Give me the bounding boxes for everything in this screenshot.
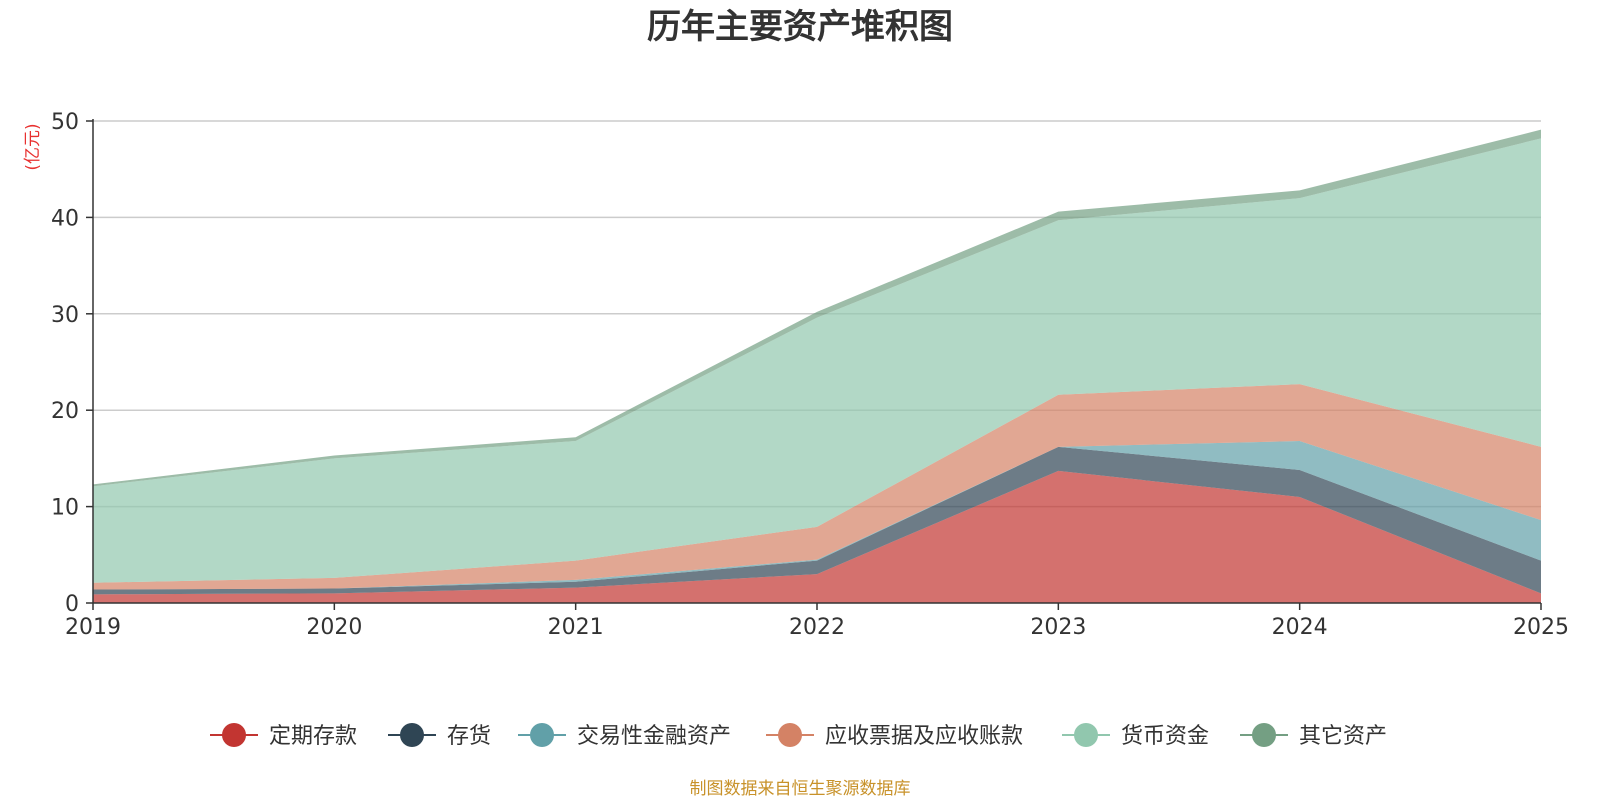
x-tick-label: 2023 — [1030, 615, 1086, 640]
legend-label: 应收票据及应收账款 — [825, 724, 1023, 749]
area-series-1[interactable] — [93, 446, 1541, 595]
source-note: 制图数据来自恒生聚源数据库 — [690, 779, 911, 799]
axes: 0 10 20 30 40 50 2019 2020 2021 2022 2023 2024 2025 — [51, 110, 1569, 640]
y-tick-label: 0 — [65, 592, 79, 617]
area-series-0[interactable] — [93, 470, 1541, 603]
x-tick-label: 2025 — [1513, 615, 1569, 640]
legend-label: 交易性金融资产 — [577, 724, 731, 749]
legend-label: 货币资金 — [1121, 724, 1209, 749]
legend-marker — [222, 723, 246, 747]
x-tick-label: 2021 — [548, 615, 604, 640]
legend-label: 定期存款 — [269, 724, 357, 749]
area-series-group — [93, 129, 1541, 603]
legend[interactable]: 定期存款 存货 交易性金融资产 应收票据及应收账款 货币资金 其它资产 — [210, 723, 1387, 749]
legend-marker — [778, 723, 802, 747]
x-tick-label: 2020 — [306, 615, 362, 640]
legend-item-5[interactable]: 其它资产 — [1240, 723, 1387, 749]
legend-marker — [1074, 723, 1098, 747]
legend-item-1[interactable]: 存货 — [388, 723, 491, 749]
legend-item-4[interactable]: 货币资金 — [1062, 723, 1209, 749]
y-axis-unit-label: (亿元) — [23, 123, 43, 170]
area-series-3[interactable] — [93, 384, 1541, 590]
legend-marker — [400, 723, 424, 747]
area-series-2[interactable] — [93, 441, 1541, 590]
legend-marker — [1252, 723, 1276, 747]
legend-item-3[interactable]: 应收票据及应收账款 — [766, 723, 1023, 749]
y-tick-label: 50 — [51, 110, 79, 135]
y-tick-label: 10 — [51, 496, 79, 521]
y-tick-label: 40 — [51, 206, 79, 231]
legend-label: 其它资产 — [1299, 724, 1387, 749]
y-tick-label: 20 — [51, 399, 79, 424]
x-tick-label: 2022 — [789, 615, 845, 640]
y-tick-label: 30 — [51, 303, 79, 328]
legend-marker — [530, 723, 554, 747]
area-series-4[interactable] — [93, 138, 1541, 583]
legend-label: 存货 — [447, 724, 491, 749]
chart-title: 历年主要资产堆积图 — [647, 7, 953, 47]
legend-item-2[interactable]: 交易性金融资产 — [518, 723, 731, 749]
x-tick-label: 2024 — [1272, 615, 1328, 640]
legend-item-0[interactable]: 定期存款 — [210, 723, 357, 749]
x-tick-label: 2019 — [65, 615, 121, 640]
